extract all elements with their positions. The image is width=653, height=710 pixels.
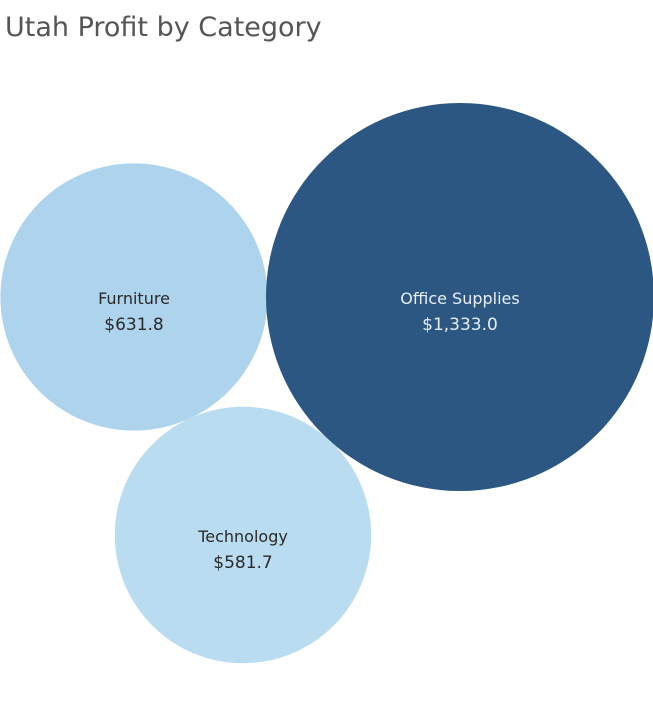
bubble-furniture[interactable]: Furniture $631.8: [0, 163, 268, 431]
bubble-value-label: $631.8: [104, 315, 163, 335]
bubble-category-label: Office Supplies: [400, 289, 519, 308]
bubble-technology[interactable]: Technology $581.7: [114, 406, 372, 664]
chart-title: Utah Profit by Category: [5, 12, 322, 43]
bubble-value-label: $581.7: [213, 553, 272, 573]
bubble-mark-furniture[interactable]: [0, 163, 268, 431]
bubble-mark-technology[interactable]: [114, 406, 372, 664]
bubble-office-supplies[interactable]: Office Supplies $1,333.0: [266, 103, 653, 491]
bubble-value-label: $1,333.0: [422, 315, 498, 335]
bubble-category-label: Furniture: [98, 289, 170, 308]
bubble-mark-office-supplies[interactable]: [266, 103, 653, 491]
bubble-category-label: Technology: [197, 527, 288, 546]
